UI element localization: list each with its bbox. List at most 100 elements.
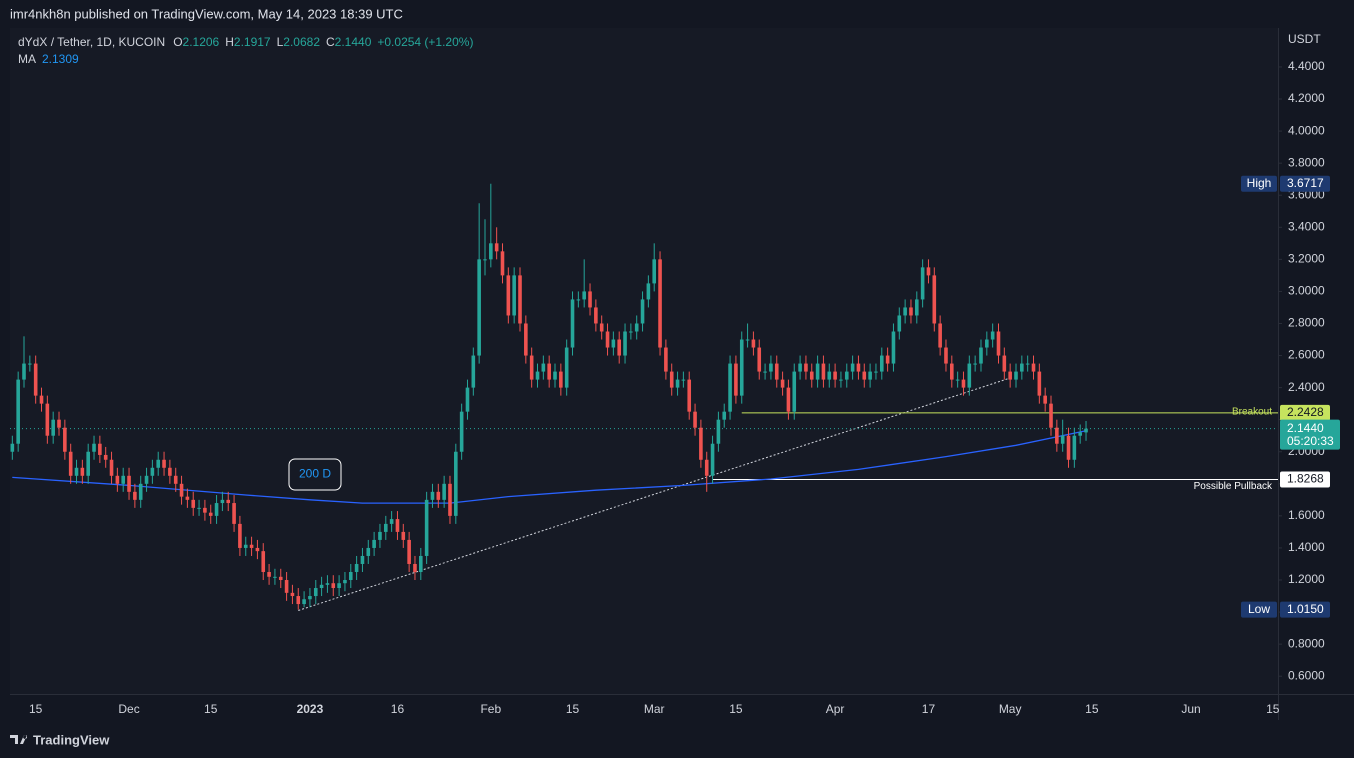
y-tick-label: 1.6000: [1288, 508, 1325, 522]
ma-label: 200 D: [299, 467, 331, 481]
candle-body: [879, 355, 884, 372]
candle-body: [92, 443, 96, 452]
candle-body: [798, 363, 802, 372]
candle-body: [535, 371, 540, 380]
candle-body: [477, 259, 481, 356]
candle-body: [1043, 395, 1047, 404]
candle-body: [938, 323, 942, 348]
high_mark-tag: [1280, 175, 1330, 192]
candle-body: [378, 531, 382, 540]
candle-body: [856, 363, 861, 372]
candle-body: [885, 355, 890, 364]
candle-body: [489, 243, 493, 260]
candle-body: [296, 596, 301, 605]
candle-body: [681, 379, 686, 381]
candle-body: [214, 503, 219, 516]
candle-body: [127, 475, 131, 492]
y-tick-label: 3.8000: [1288, 155, 1325, 169]
candle-body: [179, 483, 184, 497]
candle-body: [524, 323, 528, 356]
x-tick-label: Dec: [118, 702, 139, 716]
candle-body: [903, 307, 907, 316]
candle-body: [891, 331, 896, 364]
y-tick-label: 4.0000: [1288, 123, 1325, 137]
legend-key: C: [326, 35, 335, 49]
last-tag-value: 2.1440: [1287, 421, 1324, 435]
candle-body: [220, 499, 225, 504]
candle-body: [1060, 435, 1065, 444]
candle-body: [512, 275, 516, 316]
candle-body: [401, 531, 406, 540]
candle-body: [331, 583, 336, 589]
candle-body: [226, 499, 231, 504]
candle-body: [774, 363, 779, 380]
candle-body: [454, 451, 458, 516]
candle-body: [407, 539, 411, 564]
candle-body: [173, 475, 178, 484]
candle-body: [909, 307, 913, 316]
candle-body: [1049, 403, 1053, 428]
candle-body: [308, 596, 312, 600]
candle-body: [920, 267, 925, 300]
candle-body: [950, 363, 954, 380]
candle-body: [278, 576, 283, 581]
candle-body: [669, 371, 674, 388]
candle-body: [652, 259, 657, 284]
candle-body: [629, 331, 633, 333]
candle-body: [996, 331, 1001, 356]
candle-body: [290, 592, 295, 597]
candle-body: [267, 571, 271, 577]
candle-body: [419, 555, 423, 572]
low_mark-name: Low: [1248, 602, 1270, 616]
low_mark-tag: [1280, 601, 1330, 618]
y-tick-label: 4.4000: [1288, 59, 1325, 73]
low_mark-tag-text: 1.0150: [1287, 602, 1324, 616]
candle-body: [722, 411, 727, 420]
legend-key: L: [277, 35, 284, 49]
pullback-tag: [1280, 471, 1330, 488]
x-tick-label: Jun: [1181, 702, 1200, 716]
candle-body: [51, 419, 55, 436]
breakout-tag-text: 2.2428: [1287, 405, 1324, 419]
x-tick-label: Apr: [826, 702, 845, 716]
candle-body: [1008, 371, 1012, 380]
pullback-label: Possible Pullback: [1194, 481, 1273, 492]
candle-body: [739, 339, 744, 396]
x-tick-label: 16: [391, 702, 405, 716]
breakout-label: Breakout: [1232, 406, 1272, 417]
candle-body: [150, 467, 155, 476]
candle-body: [786, 387, 791, 412]
candle-body: [436, 491, 441, 500]
candle-body: [494, 243, 499, 252]
candle-body: [162, 459, 166, 468]
candle-body: [191, 499, 196, 508]
legend-value: 2.1440: [335, 35, 372, 49]
candle-body: [658, 259, 662, 348]
candle-body: [623, 331, 627, 356]
candle-body: [232, 503, 236, 524]
x-tick-label: May: [999, 702, 1022, 716]
y-tick-label: 4.2000: [1288, 91, 1325, 105]
candle-body: [611, 339, 616, 348]
breakout-tag: [1280, 404, 1330, 421]
candle-body: [1037, 371, 1042, 396]
candle-body: [156, 459, 161, 468]
candle-body: [395, 519, 400, 532]
candle-body: [1025, 363, 1030, 365]
legend: dYdX / Tether, 1D, KUCOIN O2.1206 H2.1917 L…: [18, 35, 473, 49]
candle-body: [646, 283, 651, 300]
candle-body: [383, 523, 388, 532]
legend-value: 2.0682: [283, 35, 320, 49]
candle-body: [343, 580, 347, 584]
candle-body: [39, 395, 44, 404]
candle-body: [664, 347, 668, 372]
candle-body: [914, 299, 919, 316]
candle-body: [763, 371, 767, 373]
candle-body: [617, 339, 622, 356]
candle-body: [360, 555, 365, 564]
x-tick-label: 15: [566, 702, 580, 716]
candle-body: [728, 363, 732, 412]
symbol: dYdX / Tether, 1D, KUCOIN: [18, 35, 165, 49]
candle-body: [780, 379, 785, 388]
